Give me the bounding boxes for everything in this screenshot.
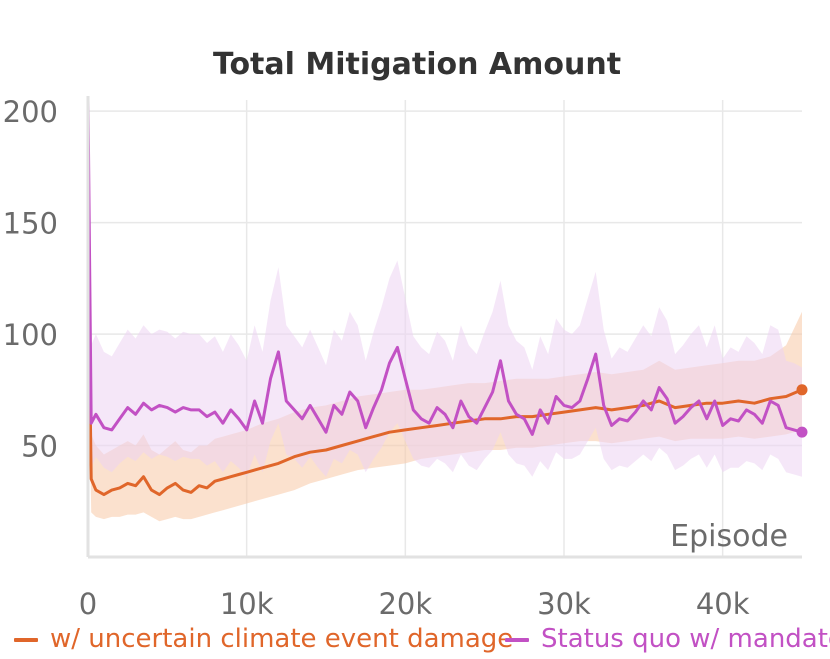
- y-tick-label: 50: [21, 430, 58, 464]
- x-tick-label: 0: [79, 587, 97, 621]
- x-tick-label: 10k: [220, 587, 274, 621]
- x-tick-label: 20k: [378, 587, 432, 621]
- legend-label-uncertain-damage: w/ uncertain climate event damage: [50, 624, 514, 654]
- legend-label-status-quo: Status quo w/ mandate: [541, 624, 830, 654]
- chart-title: Total Mitigation Amount: [213, 47, 621, 82]
- chart-axes: [86, 96, 802, 559]
- chart-canvas: Total Mitigation Amount 50 100 150 200 0 10k…: [3, 47, 808, 621]
- legend-swatch-orange: [14, 637, 38, 642]
- x-tick-label: 30k: [537, 587, 591, 621]
- y-tick-label: 200: [3, 95, 58, 129]
- series-lines: [86, 99, 808, 497]
- series-endpoint-0: [796, 384, 808, 396]
- legend-item-status-quo[interactable]: Status quo w/ mandate: [505, 624, 830, 654]
- x-tick-label: 40k: [696, 587, 750, 621]
- series-bands: [88, 100, 802, 522]
- y-tick-label: 100: [3, 318, 58, 352]
- chart-legend: w/ uncertain climate event damage Status…: [14, 624, 830, 658]
- series-band-1: [88, 100, 802, 477]
- legend-item-uncertain-damage[interactable]: w/ uncertain climate event damage: [14, 624, 513, 654]
- legend-swatch-purple: [505, 637, 529, 642]
- y-axis-ticks: 50 100 150 200: [3, 95, 58, 463]
- y-tick-label: 150: [3, 207, 58, 241]
- series-endpoint-1: [796, 426, 808, 438]
- x-axis-ticks: 0 10k 20k 30k 40k: [79, 587, 750, 621]
- x-axis-label: Episode: [670, 519, 788, 554]
- series-line-1: [86, 99, 803, 436]
